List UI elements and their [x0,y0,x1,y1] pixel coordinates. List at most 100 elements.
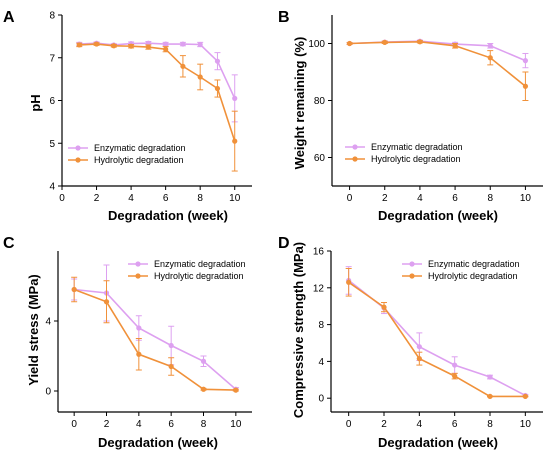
panel-b-legend-hydrolytic-label: Hydrolytic degradation [371,154,461,164]
panel-b-x-tick-label: 6 [452,193,458,204]
panel-a-y-axis-title: pH [28,94,43,111]
panel-d-x-axis-title: Degradation (week) [378,435,498,450]
panel-b-x-tick-label: 0 [347,193,353,204]
panel-c-enzymatic-point [200,358,207,364]
panel-c-x-axis-title: Degradation (week) [98,435,218,450]
panel-a-x-tick-label: 10 [229,193,241,204]
panel-c-hydrolytic-point [136,351,142,357]
panel-a-enzymatic-point [163,41,169,47]
panel-b-y-axis-title: Weight remaining (%) [292,37,307,170]
panel-a-hydrolytic-point [111,43,117,49]
panel-b-enzymatic-point [487,43,493,49]
panel-c-enzymatic-line [74,288,237,390]
panel-c-chart: C Degradation (week) Yield stress (MPa) … [3,235,252,450]
panel-a-legend-enzymatic-label: Enzymatic degradation [94,143,186,153]
panel-d-enzymatic-point [487,374,493,380]
panel-a-hydrolytic-point [76,42,82,48]
panel-c-legend-enzymatic-label: Enzymatic degradation [154,259,246,269]
panel-b-hydrolytic-point [382,39,388,45]
panel-b-y-tick-label: 100 [308,39,325,50]
panel-a-hydrolytic-point [128,43,134,49]
panel-b-hydrolytic-point [452,43,458,49]
panel-d-y-tick-label: 16 [313,247,325,258]
panel-b-x-axis-title: Degradation (week) [378,208,498,223]
panel-d-legend-hydrolytic-marker [409,273,415,279]
panel-c-x-tick-label: 2 [104,419,110,430]
panel-b-hydrolytic-point [522,83,529,89]
panel-a-y-tick-label: 8 [49,11,55,22]
panel-a-hydrolytic-point [232,138,238,144]
panel-letter-a: A [3,9,15,26]
panel-a-x-tick-label: 8 [197,193,203,204]
panel-b-y-tick-label: 80 [314,96,326,107]
panel-c-x-tick-label: 6 [168,419,174,430]
panel-letter-c: C [3,235,15,252]
panel-b-x-tick-label: 2 [382,193,388,204]
panel-c-y-axis-title: Yield stress (MPa) [26,274,41,386]
panel-d-enzymatic-point [452,362,458,368]
panel-d-hydrolytic-point [416,356,422,362]
panel-d-x-tick-label: 0 [346,419,352,430]
panel-d-y-tick-label: 12 [313,283,325,294]
panel-d-x-tick-label: 2 [381,419,387,430]
panel-a-x-tick-label: 4 [128,193,134,204]
panel-b-hydrolytic-point [346,40,353,47]
panel-d-legend-enzymatic-label: Enzymatic degradation [428,259,520,269]
panel-b-legend: Enzymatic degradation Hydrolytic degrada… [345,142,463,164]
panel-d-legend-enzymatic-marker [409,261,415,267]
panel-c-legend-hydrolytic-marker [135,273,141,279]
panel-c-x-tick-label: 8 [201,419,207,430]
panel-d-enzymatic-point [416,344,422,350]
panel-d-hydrolytic-line [348,281,526,398]
panel-d-y-tick-label: 0 [318,394,324,405]
panel-b-y-tick-label: 60 [314,153,326,164]
panel-d-x-tick-label: 6 [452,419,458,430]
panel-c-legend-enzymatic-marker [135,261,141,267]
panel-a-y-tick-label: 7 [49,53,55,64]
panel-d-hydrolytic-point [381,304,387,310]
panel-a-hydrolytic-point [214,85,221,92]
panel-d-y-tick-label: 8 [318,320,324,331]
panel-a-hydrolytic-point [145,44,151,50]
panel-b-legend-hydrolytic-marker [352,156,358,162]
panel-c-hydrolytic-line [73,288,236,391]
panel-c-y-tick-label: 0 [45,387,51,398]
panel-c-x-tick-label: 10 [230,419,242,430]
panel-a-enzymatic-point [214,58,221,64]
panel-d-y-tick-label: 4 [318,357,324,368]
panel-a-y-tick-label: 5 [49,139,55,150]
panel-a-hydrolytic-line [79,43,236,142]
panel-a-y-tick-label: 4 [49,182,55,193]
panel-c-hydrolytic-point [103,299,110,305]
panel-b-legend-enzymatic-label: Enzymatic degradation [371,142,463,152]
panel-d-hydrolytic-point [522,393,528,399]
panel-c-x-tick-label: 0 [71,419,77,430]
panel-a-hydrolytic-point [197,74,203,80]
panel-a-enzymatic-point [232,95,238,101]
panel-b-chart: B Degradation (week) Weight remaining (%… [278,9,543,223]
panel-d-hydrolytic-point [452,373,458,379]
panel-a-enzymatic-point [197,41,203,48]
panel-a-x-tick-label: 0 [59,193,65,204]
panel-a-x-tick-label: 2 [94,193,100,204]
panel-d-chart: D Degradation (week) Compressive strengt… [278,235,543,450]
panel-b-hydrolytic-line [349,40,526,87]
panel-c-legend-hydrolytic-label: Hydrolytic degradation [154,271,244,281]
panel-d-legend: Enzymatic degradation Hydrolytic degrada… [402,259,520,281]
panel-c-enzymatic-point [136,325,142,331]
panel-letter-d: D [278,235,290,252]
panel-c-y-tick-label: 4 [45,317,51,328]
panel-d-hydrolytic-point [487,393,493,399]
panel-d-x-tick-label: 8 [487,419,493,430]
panel-b-hydrolytic-point [417,39,423,45]
panel-d-y-axis-title: Compressive strength (MPa) [291,242,306,418]
panel-b-legend-enzymatic-marker [352,144,358,150]
panel-b-x-tick-label: 4 [417,193,423,204]
panel-a-legend: Enzymatic degradation Hydrolytic degrada… [68,143,186,165]
panel-a-y-tick-label: 6 [49,96,55,107]
panel-letter-b: B [278,9,290,26]
panel-a-x-axis-title: Degradation (week) [108,208,228,223]
panel-c-hydrolytic-point [71,286,77,293]
panel-d-hydrolytic-point [346,279,352,285]
panel-a-enzymatic-line [79,42,236,99]
